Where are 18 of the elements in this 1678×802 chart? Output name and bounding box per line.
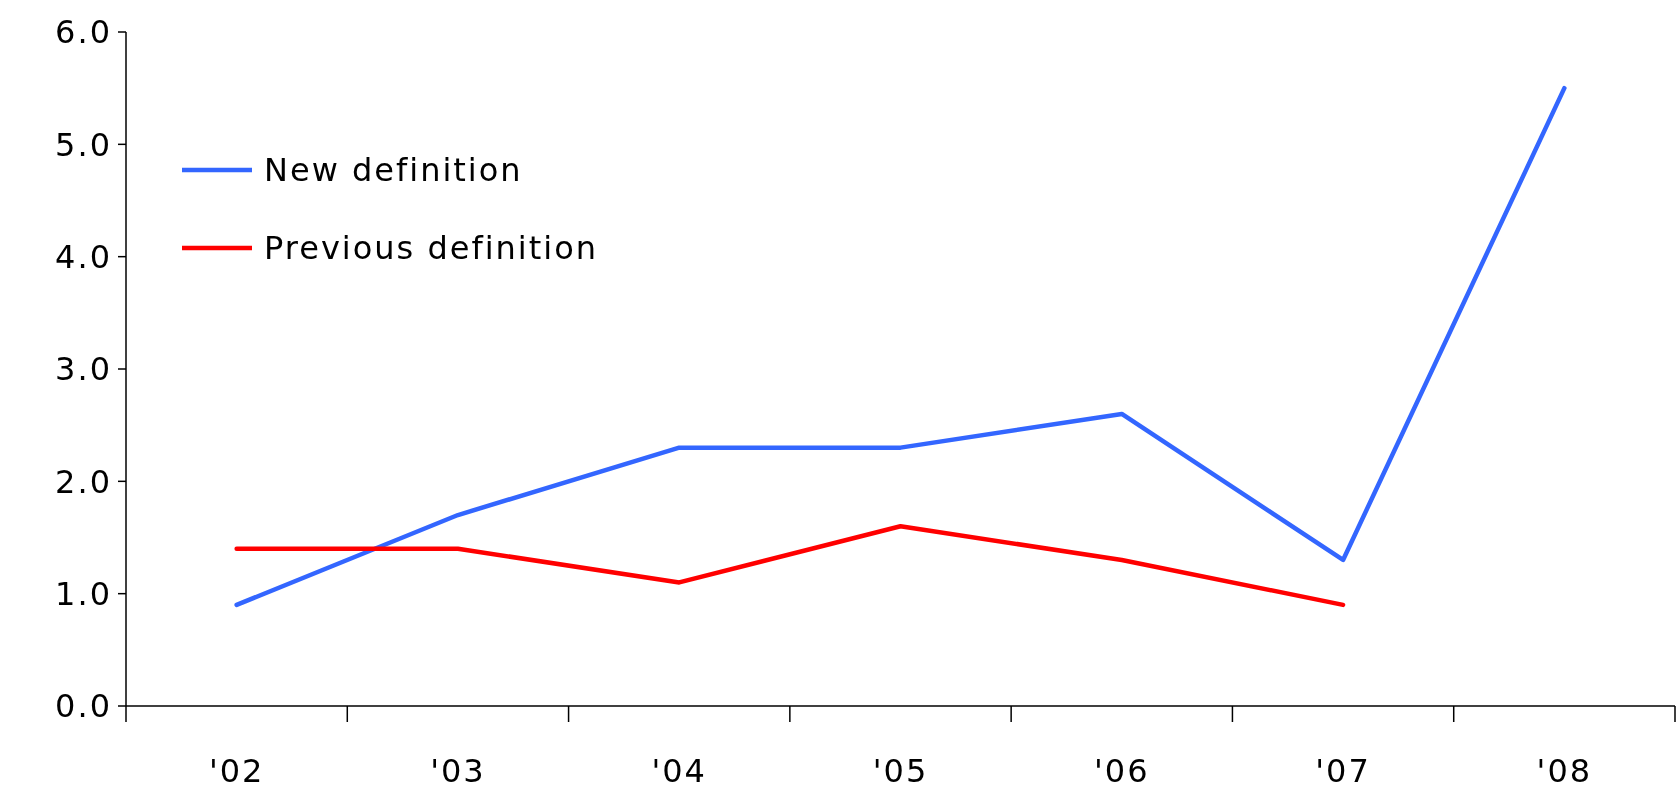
line-series	[234, 85, 1567, 608]
y-tick-label: 5.0	[55, 125, 112, 164]
x-tick-label: '03	[430, 752, 486, 790]
y-tick-label: 4.0	[55, 237, 112, 276]
x-tick-label: '06	[1094, 752, 1150, 790]
y-tick-label: 0.0	[55, 687, 112, 726]
x-tick-label: '05	[872, 752, 929, 790]
y-tick-label: 3.0	[55, 350, 112, 389]
x-tick-label: '07	[1315, 752, 1371, 790]
y-tick-label: 1.0	[55, 574, 112, 613]
y-tick-label: 2.0	[55, 462, 112, 501]
y-tick-label: 6.0	[55, 13, 112, 52]
x-tick-label: '02	[208, 752, 265, 790]
legend-label: New definition	[264, 151, 523, 190]
x-tick-label: '08	[1536, 752, 1593, 790]
legend-label: Previous definition	[264, 229, 599, 268]
line-series	[234, 524, 1346, 608]
x-tick-label: '04	[651, 752, 707, 790]
